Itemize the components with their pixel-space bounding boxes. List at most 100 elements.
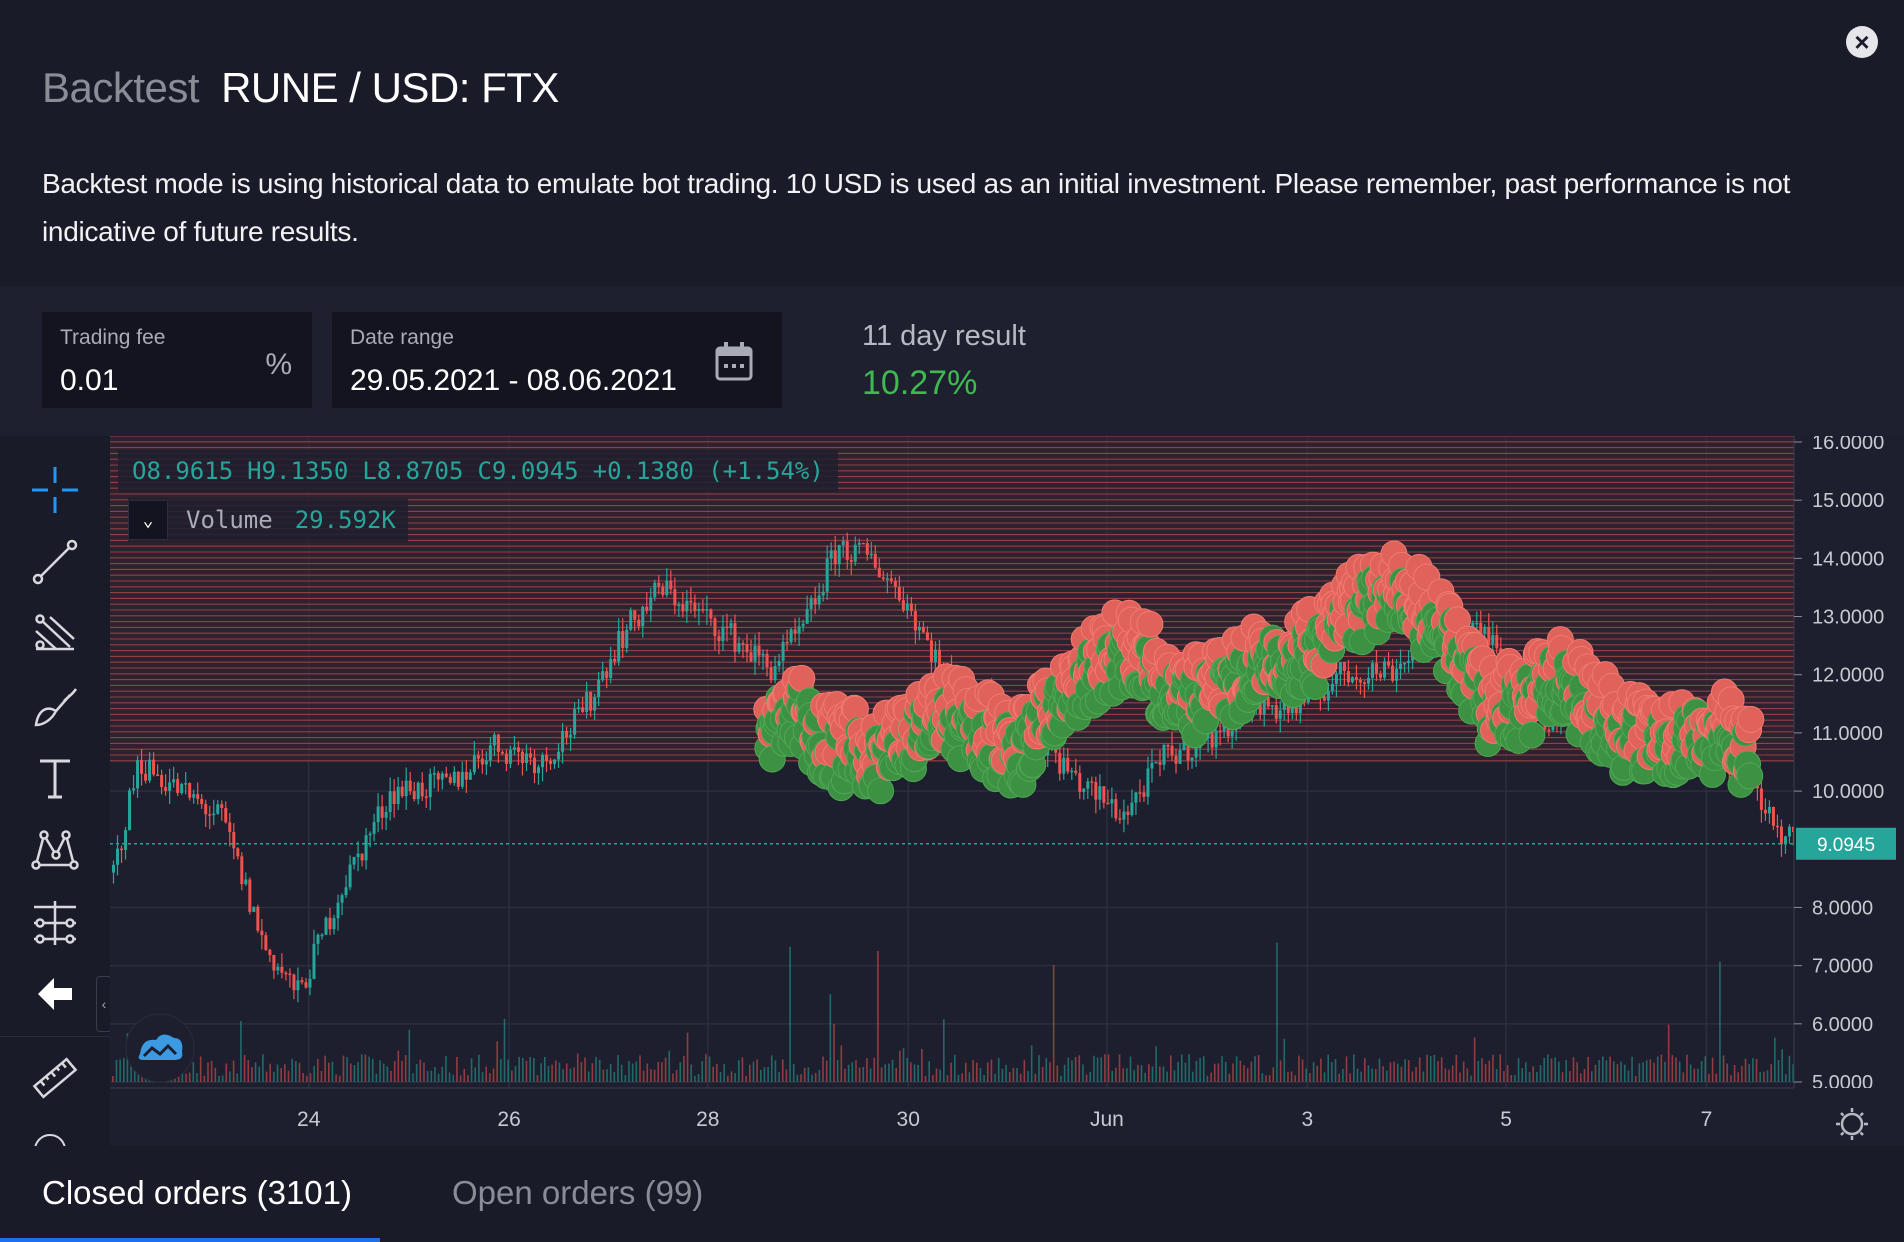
candle-body xyxy=(665,580,669,595)
volume-bar xyxy=(858,1067,861,1082)
back-tool[interactable] xyxy=(22,966,88,1022)
candle-body xyxy=(1062,757,1066,774)
volume-bar xyxy=(309,1073,312,1082)
x-tick-label: 24 xyxy=(297,1108,321,1131)
candle-body xyxy=(484,760,488,765)
volume-bar xyxy=(1656,1056,1659,1082)
drawing-toolbar xyxy=(0,436,111,1146)
date-range-field[interactable]: Date range 29.05.2021 - 08.06.2021 xyxy=(332,312,782,408)
ruler-tool[interactable] xyxy=(22,1050,88,1106)
candle-body xyxy=(1354,677,1358,680)
tab-closed-orders[interactable]: Closed orders (3101) xyxy=(42,1174,352,1211)
calendar-icon[interactable] xyxy=(714,340,754,382)
volume-bar xyxy=(221,1075,224,1082)
candle-body xyxy=(1130,802,1134,815)
candle-body xyxy=(1146,768,1150,797)
volume-bar xyxy=(1774,1037,1776,1082)
chevron-down-icon[interactable]: ⌄ xyxy=(128,500,168,540)
candle-body xyxy=(1479,622,1483,634)
price-chart[interactable]: 16.0000 15.0000 14.0000 13.0000 12.0000 11.00… xyxy=(110,436,1904,1146)
candle-body xyxy=(697,609,701,612)
description-text: Backtest mode is using historical data t… xyxy=(42,168,1791,247)
volume-bar xyxy=(357,1062,359,1082)
volume-bar xyxy=(734,1073,736,1082)
crosshair-icon xyxy=(32,467,78,513)
tab-open-orders[interactable]: Open orders (99) xyxy=(452,1174,704,1211)
candle-body xyxy=(677,604,681,606)
volume-bar xyxy=(1027,1071,1029,1082)
candle-body xyxy=(144,773,148,781)
volume-bar xyxy=(869,1068,872,1082)
candle-body xyxy=(440,773,444,780)
volume-bar xyxy=(1631,1056,1633,1082)
volume-bar xyxy=(975,1062,978,1082)
volume-bar xyxy=(1173,1070,1176,1082)
candle-body xyxy=(300,980,304,983)
chart-container[interactable]: ‹ 16.0000 15.0000 14.0000 13.0000 12.0000 11.… xyxy=(0,436,1904,1146)
candle-body xyxy=(865,543,869,555)
volume-bar xyxy=(445,1056,447,1082)
brush-tool[interactable] xyxy=(22,678,88,734)
text-tool[interactable] xyxy=(22,750,88,806)
fib-tool[interactable] xyxy=(22,606,88,662)
settings-icon[interactable] xyxy=(1836,1108,1868,1140)
x-tick-label: 28 xyxy=(696,1108,719,1131)
candle-body xyxy=(717,636,721,642)
pattern-tool[interactable] xyxy=(22,822,88,878)
volume-bar xyxy=(866,1058,868,1082)
projection-icon xyxy=(34,901,76,945)
volume-bar xyxy=(620,1064,623,1082)
volume-bar xyxy=(1561,1072,1564,1082)
candle-body xyxy=(148,759,152,781)
volume-bar xyxy=(1451,1065,1454,1082)
candle-body xyxy=(400,786,404,797)
more-tools-icon[interactable] xyxy=(34,1134,68,1146)
volume-bar xyxy=(701,1061,703,1082)
volume-bar xyxy=(1276,942,1278,1082)
candle-body xyxy=(917,626,921,631)
date-range-value[interactable]: 29.05.2021 - 08.06.2021 xyxy=(350,364,677,397)
trend-line-tool[interactable] xyxy=(22,534,88,590)
ohlc-high: H9.1350 xyxy=(247,457,349,485)
volume-bar xyxy=(291,1058,293,1082)
volume-legend: ⌄ Volume 29.592K xyxy=(128,498,408,542)
volume-bar xyxy=(295,1061,297,1082)
volume-bar xyxy=(653,1069,656,1082)
volume-bar xyxy=(690,1064,693,1082)
volume-bar xyxy=(426,1071,429,1082)
candle-body xyxy=(709,609,713,619)
candle-body xyxy=(1483,626,1487,634)
volume-bar xyxy=(928,1061,930,1082)
volume-bar xyxy=(188,1072,191,1082)
crosshair-tool[interactable] xyxy=(22,462,88,518)
candle-body xyxy=(1763,809,1767,814)
volume-bar xyxy=(284,1064,286,1082)
candle-body xyxy=(488,745,492,761)
candle-body xyxy=(721,626,725,642)
close-button[interactable]: × xyxy=(1846,26,1878,58)
volume-bar xyxy=(562,1069,564,1082)
trading-fee-field[interactable]: Trading fee 0.01 % xyxy=(42,312,312,408)
volume-bar xyxy=(672,1073,674,1082)
measure-tool[interactable] xyxy=(22,894,88,950)
arrow-left-icon xyxy=(38,978,72,1010)
volume-bar xyxy=(1411,1071,1414,1082)
volume-bar xyxy=(778,1071,780,1082)
volume-bar xyxy=(1616,1064,1619,1082)
candle-body xyxy=(200,798,204,804)
volume-bar xyxy=(1082,1064,1084,1082)
volume-bar xyxy=(972,1059,974,1082)
candle-body xyxy=(188,783,192,798)
candle-body xyxy=(232,832,236,849)
volume-bar xyxy=(1481,1058,1483,1082)
candle-body xyxy=(1194,748,1198,758)
volume-bar xyxy=(814,1073,817,1082)
volume-bar xyxy=(243,1055,246,1082)
candle-body xyxy=(432,773,436,775)
volume-bar xyxy=(119,1059,121,1082)
y-tick-label: 15.0000 xyxy=(1812,490,1884,512)
trading-fee-value[interactable]: 0.01 xyxy=(60,364,119,397)
volume-bar xyxy=(917,1064,919,1082)
candle-body xyxy=(1366,677,1370,684)
